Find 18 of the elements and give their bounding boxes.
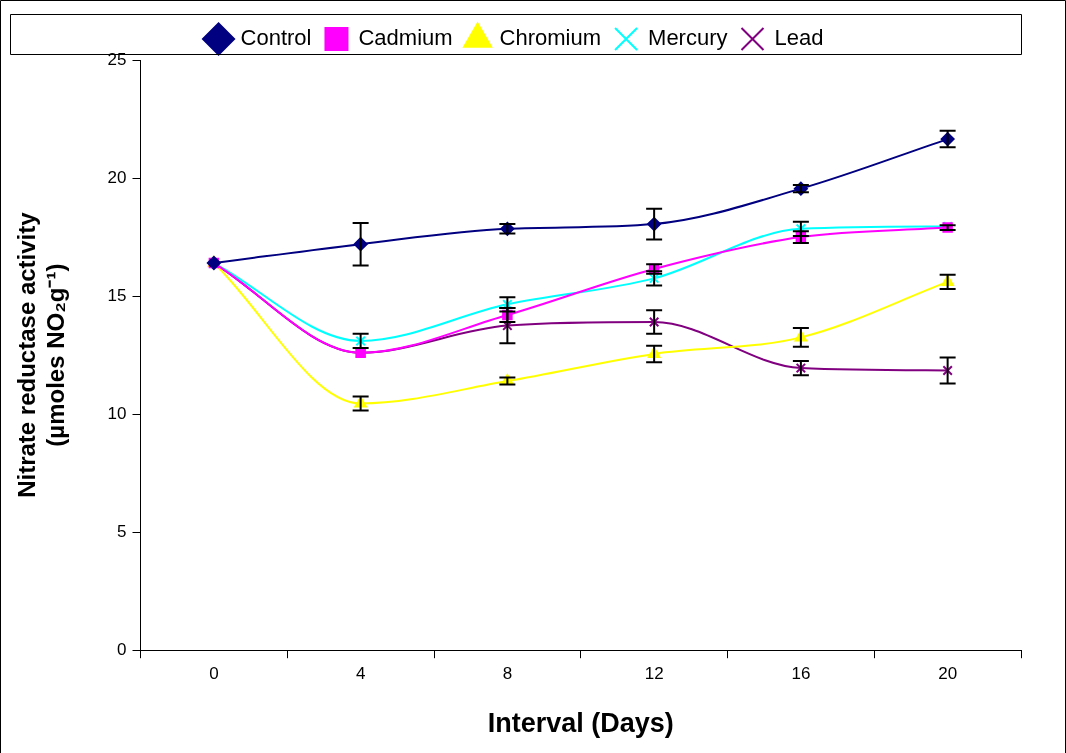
legend-label: Lead (774, 25, 824, 51)
legend-label: Chromium (499, 25, 602, 51)
legend-label: Mercury (648, 25, 728, 51)
y-tick-label: 15 (107, 285, 127, 305)
x-tick-label: 16 (791, 664, 811, 684)
legend-label: Cadmium (358, 25, 453, 51)
x-tick-label: 0 (209, 664, 219, 684)
y-tick-label: 20 (107, 167, 127, 187)
x-tick-label: 8 (502, 664, 513, 684)
y-tick-label: 10 (107, 403, 127, 423)
y-tick-label: 0 (117, 639, 127, 659)
y-axis-title: Nitrate reductase activity (µmoles NO₂g⁻¹) (13, 211, 69, 498)
x-axis-title: Interval (Days) (487, 708, 674, 739)
legend-label: Control (240, 25, 312, 51)
x-tick-label: 12 (644, 664, 664, 684)
x-tick-label: 20 (938, 664, 958, 684)
x-tick-label: 4 (355, 664, 366, 684)
y-tick-label: 5 (117, 521, 127, 541)
